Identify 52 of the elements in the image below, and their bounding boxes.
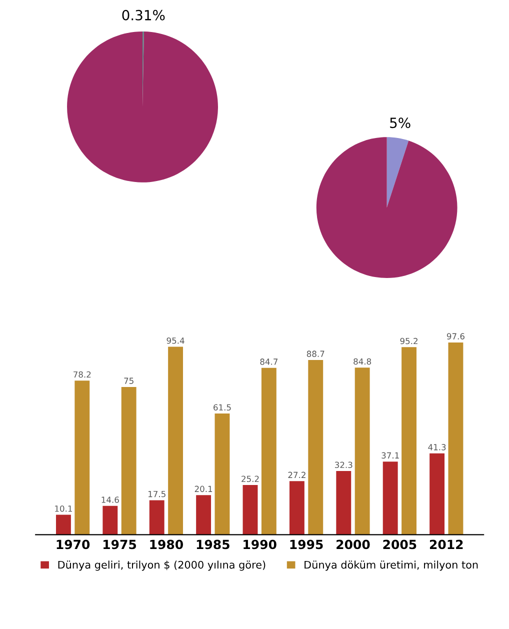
legend-label: Dünya döküm üretimi, milyon ton	[304, 560, 478, 571]
x-tick-label: 2000	[336, 540, 370, 550]
data-label: 84.8	[354, 358, 372, 365]
legend-label: Dünya geliri, trilyon $ (2000 yılına göre)	[58, 560, 266, 571]
data-label: 25.2	[242, 476, 259, 482]
bar	[168, 346, 184, 535]
bar	[402, 347, 416, 535]
x-tick-label: 1995	[290, 540, 323, 550]
bar	[289, 481, 304, 535]
data-label: 84.7	[260, 358, 278, 365]
data-label: 32.3	[335, 462, 352, 468]
bar	[102, 506, 118, 535]
bar	[121, 386, 136, 535]
x-tick-label: 1985	[196, 540, 230, 550]
data-label: 95.4	[166, 337, 184, 344]
bar	[261, 368, 276, 535]
bar	[242, 485, 258, 535]
data-label: 88.7	[306, 350, 324, 357]
data-label: 17.5	[148, 490, 166, 498]
bar	[196, 495, 212, 535]
x-tick-label: 2012	[430, 540, 463, 550]
bar	[336, 471, 352, 535]
data-label: 10.1	[55, 505, 72, 512]
data-label: 95.2	[400, 338, 418, 344]
data-label: 0.31%	[122, 10, 165, 20]
data-label: 97.6	[446, 333, 464, 340]
bar	[74, 380, 90, 535]
bar	[56, 514, 71, 535]
bar	[382, 462, 398, 535]
data-label: 37.1	[382, 452, 399, 459]
bar	[448, 342, 464, 535]
x-tick-label: 2005	[383, 540, 416, 550]
data-label: 20.1	[194, 486, 212, 492]
data-label: 61.5	[214, 404, 231, 411]
data-label: 14.6	[102, 496, 119, 503]
data-label: 78.2	[74, 371, 91, 378]
bar	[308, 360, 324, 535]
x-tick-label: 1990	[244, 540, 276, 550]
data-label: 27.2	[288, 472, 306, 478]
x-tick-label: 1980	[150, 540, 183, 550]
x-tick-label: 1970	[56, 540, 90, 550]
bar	[149, 500, 164, 535]
pie-slice	[386, 137, 409, 208]
data-label: 41.3	[428, 444, 446, 450]
bar	[354, 368, 370, 535]
bar	[214, 414, 230, 535]
pie-slice	[67, 31, 218, 182]
x-tick-label: 1975	[104, 540, 136, 550]
bar	[430, 453, 445, 535]
data-label: 5%	[390, 118, 410, 128]
pie-slice	[316, 137, 458, 278]
data-label: 75	[124, 378, 134, 384]
